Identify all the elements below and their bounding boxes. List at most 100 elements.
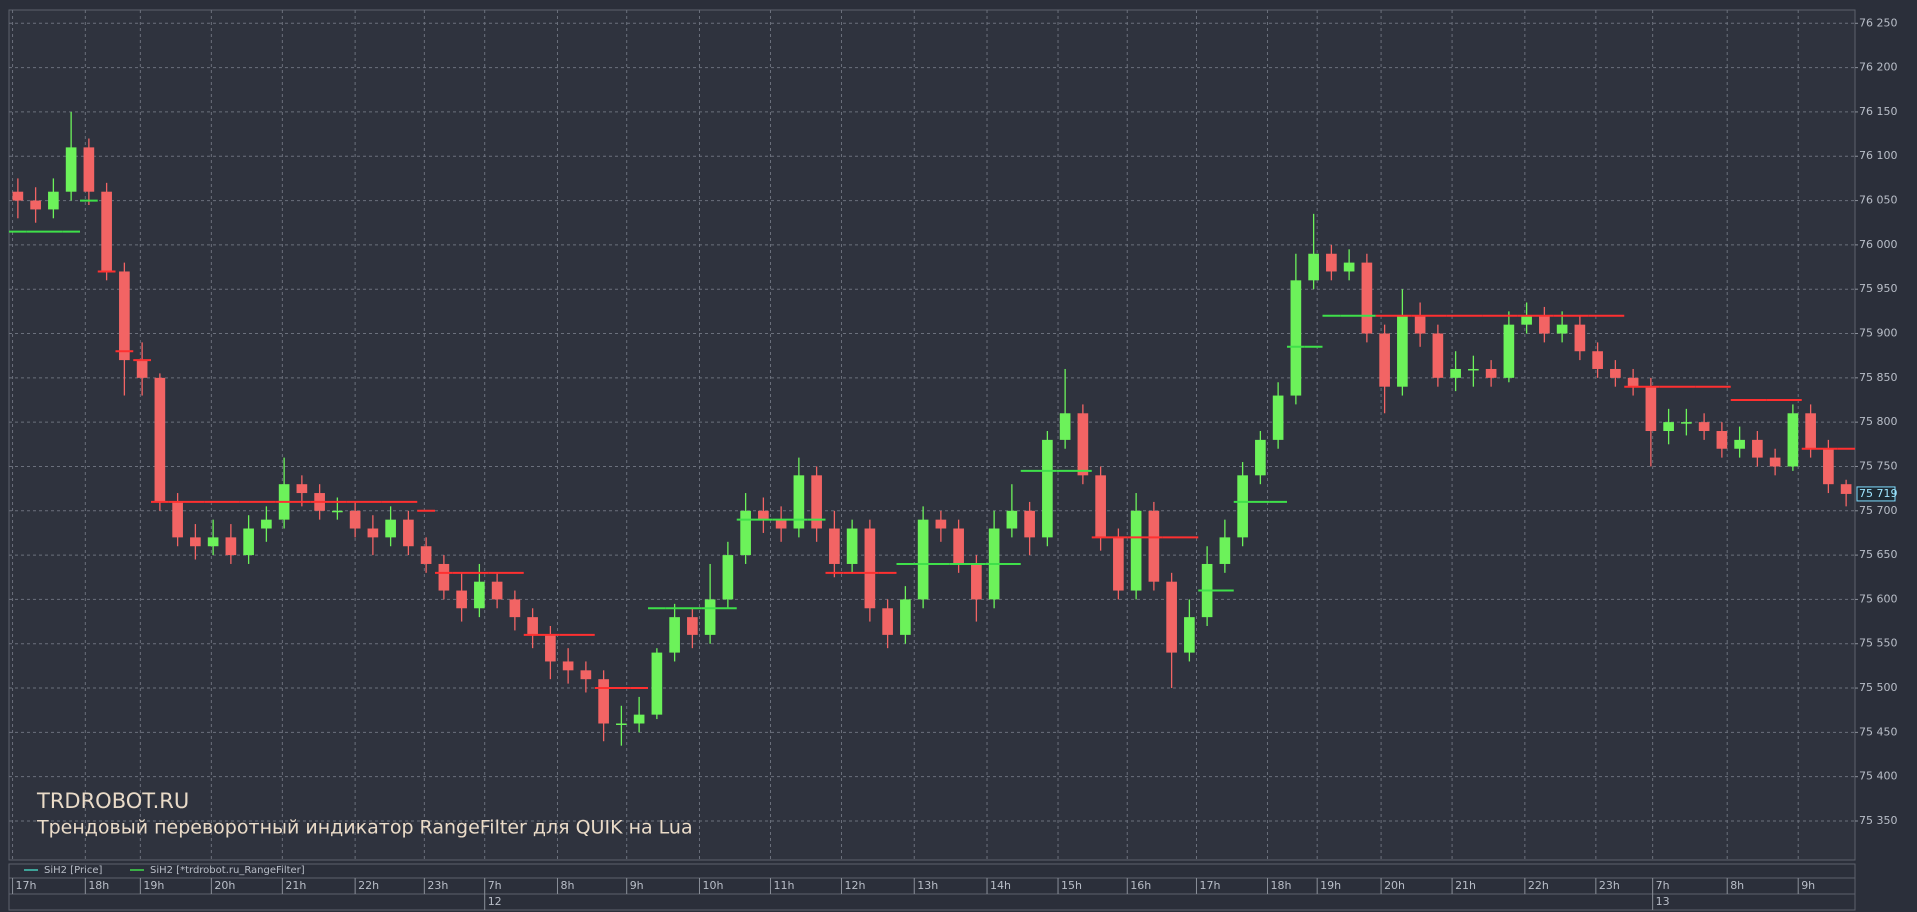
x-tick-label: 20h — [214, 879, 235, 892]
candle-body — [1574, 324, 1586, 352]
y-tick-label: 75 800 — [1859, 415, 1898, 428]
candle-body — [65, 147, 77, 192]
candle-body — [367, 528, 379, 538]
y-tick-label: 75 950 — [1859, 282, 1898, 295]
caption: Трендовый переворотный индикатор RangeFi… — [36, 817, 693, 839]
y-tick-label: 75 600 — [1859, 592, 1898, 605]
y-tick-label: 75 500 — [1859, 681, 1898, 694]
candle-body — [1272, 395, 1284, 440]
candle-body — [1255, 439, 1266, 476]
candle-body — [1840, 484, 1852, 494]
legend-label: SiH2 [*trdrobot.ru_RangeFilter] — [150, 865, 305, 876]
y-tick-label: 76 250 — [1859, 16, 1898, 29]
y-tick-label: 75 700 — [1859, 504, 1898, 517]
x-tick-label: 23h — [1599, 879, 1620, 892]
candle-body — [758, 510, 769, 520]
candle-body — [811, 475, 822, 529]
candle-body — [1521, 315, 1532, 325]
candle-body — [793, 475, 805, 529]
candle-body — [598, 679, 609, 724]
x-tick-label: 17h — [1199, 879, 1220, 892]
candle-body — [1752, 439, 1763, 458]
candle-body — [1130, 510, 1142, 591]
candle-body — [864, 528, 876, 609]
candle-body — [1610, 368, 1621, 378]
y-tick-label: 75 750 — [1859, 459, 1898, 472]
last-price-label: 75 719 — [1859, 487, 1898, 500]
day-label: 12 — [488, 895, 502, 908]
x-tick-label: 11h — [773, 879, 794, 892]
candle-body — [722, 555, 734, 600]
x-tick-label: 19h — [143, 879, 164, 892]
y-tick-label: 75 450 — [1859, 725, 1898, 738]
candle-body — [1326, 253, 1337, 272]
candle-body — [474, 581, 485, 609]
x-tick-label: 16h — [1130, 879, 1151, 892]
candle-body — [900, 599, 911, 635]
time-axis — [8, 863, 1856, 911]
candle-body — [687, 617, 698, 635]
candle-body — [136, 360, 148, 378]
x-tick-label: 23h — [427, 879, 448, 892]
candle-body — [101, 191, 112, 272]
candle-body — [12, 191, 24, 201]
y-tick-label: 76 150 — [1859, 105, 1898, 118]
marks — [9, 111, 1855, 746]
candle-body — [1042, 439, 1053, 538]
x-tick-label: 22h — [358, 879, 379, 892]
candle-body — [1397, 315, 1408, 387]
candle-body — [172, 501, 183, 538]
x-tick-label: 15h — [1061, 879, 1082, 892]
x-tick-label: 17h — [16, 879, 37, 892]
y-tick-label: 75 900 — [1859, 327, 1898, 340]
candle-body — [616, 723, 627, 726]
candle-body — [1769, 457, 1781, 467]
candle-body — [225, 537, 237, 556]
candle-body — [1698, 422, 1710, 432]
candle-body — [651, 652, 663, 715]
candle-body — [704, 599, 716, 635]
x-tick-label: 19h — [1320, 879, 1341, 892]
candle-body — [1645, 386, 1657, 432]
candle-body — [1592, 351, 1603, 369]
x-tick-label: 9h — [1801, 879, 1815, 892]
candle-body — [119, 271, 130, 361]
candle-body — [1059, 413, 1071, 440]
candle-body — [1343, 262, 1355, 272]
candle-body — [1148, 510, 1160, 582]
candle-body — [953, 528, 964, 564]
candle-body — [30, 200, 41, 210]
candle-body — [971, 563, 982, 600]
x-tick-label: 10h — [702, 879, 723, 892]
candle-body — [829, 528, 840, 564]
candle-body — [1184, 617, 1195, 653]
candle-body — [882, 608, 893, 635]
candle-body — [1468, 368, 1479, 371]
x-tick-label: 13h — [917, 879, 938, 892]
candle-body — [775, 519, 787, 529]
candle-body — [83, 147, 95, 192]
candle-body — [385, 519, 396, 538]
candle-body — [1414, 315, 1426, 334]
y-tick-label: 76 200 — [1859, 61, 1898, 74]
candle-body — [527, 617, 538, 635]
candle-body — [420, 546, 432, 564]
candle-body — [1663, 422, 1674, 432]
grid — [9, 10, 1855, 860]
x-tick-label: 9h — [630, 879, 644, 892]
candle-body — [1556, 324, 1568, 334]
candle-body — [1113, 537, 1124, 591]
candle-body — [1681, 422, 1692, 424]
candle-body — [669, 617, 680, 653]
candle-body — [1077, 413, 1089, 476]
x-tick-label: 12h — [844, 879, 865, 892]
candle-body — [438, 563, 450, 591]
x-tick-label: 21h — [285, 879, 306, 892]
y-tick-label: 76 100 — [1859, 149, 1898, 162]
candle-body — [1539, 315, 1550, 334]
x-tick-label: 8h — [560, 879, 574, 892]
y-tick-label: 75 650 — [1859, 548, 1898, 561]
y-tick-label: 75 550 — [1859, 637, 1898, 650]
candle-body — [332, 510, 343, 513]
candle-body — [296, 484, 308, 494]
